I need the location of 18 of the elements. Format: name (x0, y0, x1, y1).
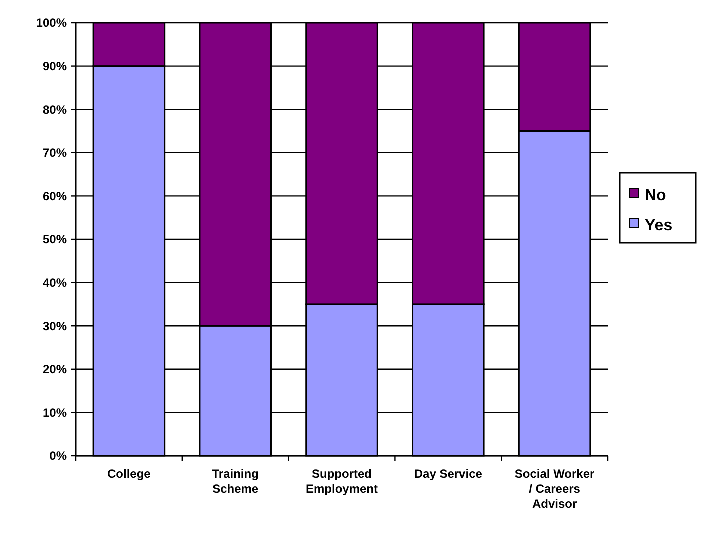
y-tick-label: 40% (42, 276, 68, 290)
y-tick-label: 60% (42, 189, 68, 204)
x-tick-label: Training Scheme (212, 467, 259, 496)
y-tick-label: 90% (42, 60, 68, 74)
y-tick-label: 50% (42, 232, 68, 247)
y-tick-label: 70% (42, 146, 68, 160)
x-tick-label: Social Worker / Careers Advisor (514, 467, 596, 511)
x-tick-label: College (108, 467, 152, 481)
x-tick-label: Supported Employment (306, 467, 378, 496)
legend-label: Yes (645, 218, 673, 235)
y-tick-label: 30% (42, 319, 68, 334)
y-tick-label: 80% (42, 102, 68, 117)
y-tick-label: 0% (50, 449, 68, 464)
x-tick-label: Day Service (414, 467, 483, 481)
y-tick-label: 100% (36, 16, 68, 30)
y-tick-label: 10% (42, 406, 68, 420)
y-tick-label: 20% (42, 362, 68, 377)
legend-label: No (645, 188, 667, 205)
